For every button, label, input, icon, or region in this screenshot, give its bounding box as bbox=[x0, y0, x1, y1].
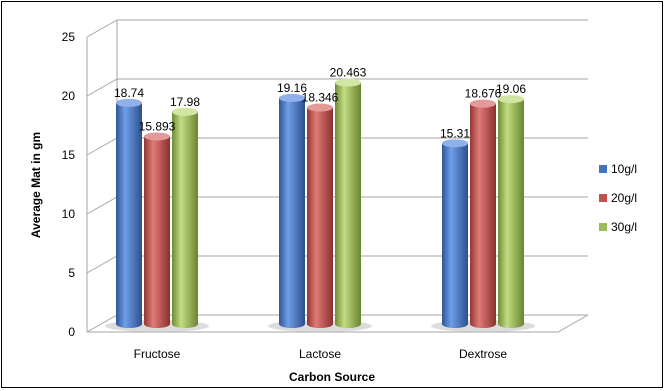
bar-top bbox=[498, 95, 524, 104]
y-tick-label: 15 bbox=[62, 148, 76, 162]
bar-body bbox=[442, 143, 468, 328]
bar bbox=[307, 103, 333, 328]
legend-swatch bbox=[599, 223, 607, 231]
legend-label: 10g/l bbox=[611, 162, 637, 176]
x-tick-label: Lactose bbox=[299, 347, 341, 361]
bars bbox=[105, 78, 535, 332]
bar bbox=[470, 99, 496, 328]
legend-item: 10g/l bbox=[599, 162, 637, 176]
gridline bbox=[86, 19, 588, 38]
bar bbox=[116, 98, 142, 328]
bar-top bbox=[144, 132, 170, 141]
bar-body bbox=[470, 103, 496, 328]
bar bbox=[279, 93, 305, 328]
bar-top bbox=[470, 99, 496, 108]
bar bbox=[498, 95, 524, 328]
bar-body bbox=[498, 99, 524, 328]
bar-body bbox=[116, 102, 142, 328]
bar bbox=[144, 132, 170, 328]
floor-edge bbox=[87, 314, 589, 333]
bar-top bbox=[442, 139, 468, 148]
data-label: 18.74 bbox=[114, 86, 144, 100]
grid bbox=[86, 19, 589, 333]
y-axis-title: Average Mat in gm bbox=[29, 132, 43, 238]
bar-body bbox=[335, 82, 361, 329]
y-axis-ticks: 0 5 10 15 20 25 bbox=[62, 30, 76, 339]
data-label: 19.16 bbox=[277, 81, 307, 95]
bar-top bbox=[172, 107, 198, 116]
y-tick-label: 25 bbox=[62, 30, 76, 44]
legend-item: 30g/l bbox=[599, 220, 637, 234]
bar-body bbox=[307, 107, 333, 328]
legend-swatch bbox=[599, 165, 607, 173]
x-tick-label: Fructose bbox=[134, 347, 181, 361]
bar bbox=[172, 107, 198, 328]
bar-body bbox=[279, 97, 305, 328]
y-tick-label: 5 bbox=[68, 266, 75, 280]
legend-label: 30g/l bbox=[611, 220, 637, 234]
data-label: 17.98 bbox=[170, 95, 200, 109]
legend-swatch bbox=[599, 194, 607, 202]
data-label: 15.31 bbox=[440, 126, 470, 140]
bar bbox=[335, 78, 361, 329]
bar-top bbox=[116, 98, 142, 107]
bar-top bbox=[307, 103, 333, 112]
data-label: 19.06 bbox=[496, 82, 526, 96]
bar-body bbox=[144, 136, 170, 328]
data-label: 18.346 bbox=[302, 91, 339, 105]
data-label: 20.463 bbox=[330, 66, 367, 80]
x-tick-label: Dextrose bbox=[459, 347, 507, 361]
data-label: 18.676 bbox=[465, 87, 502, 101]
y-tick-label: 10 bbox=[62, 207, 76, 221]
y-tick-label: 0 bbox=[68, 325, 75, 339]
y-tick-label: 20 bbox=[62, 89, 76, 103]
bar-top bbox=[279, 93, 305, 102]
data-label: 15.893 bbox=[139, 119, 176, 133]
bar-body bbox=[172, 111, 198, 328]
bar bbox=[442, 139, 468, 328]
legend-label: 20g/l bbox=[611, 191, 637, 205]
legend: 10g/l 20g/l 30g/l bbox=[599, 162, 637, 234]
bar-top bbox=[335, 78, 361, 87]
x-axis-ticks: Fructose Lactose Dextrose bbox=[134, 347, 508, 361]
x-axis-title: Carbon Source bbox=[289, 370, 375, 384]
legend-item: 20g/l bbox=[599, 191, 637, 205]
